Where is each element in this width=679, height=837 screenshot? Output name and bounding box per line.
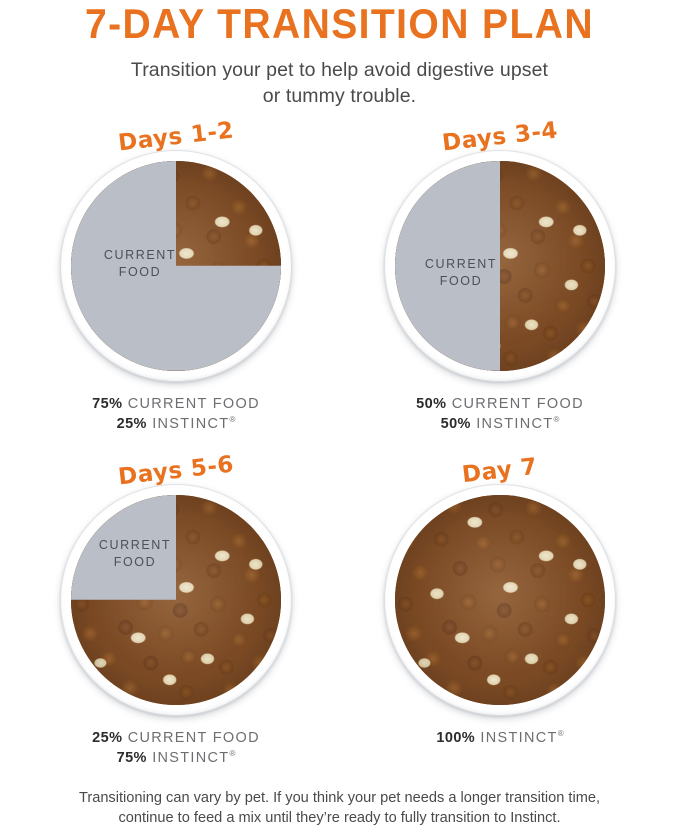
bowl-inner [395, 494, 605, 705]
current-food-percent: 75% [92, 395, 123, 412]
bowl-rim: CURRENT FOOD [384, 149, 616, 382]
registered-trademark-icon: ® [557, 728, 564, 738]
current-food-overlay [395, 160, 500, 371]
caption-instinct-line: 25% INSTINCT® [16, 414, 336, 435]
current-food-percent: 25% [92, 729, 123, 746]
food-bowl: CURRENT FOOD [60, 483, 292, 716]
footer-line-1: Transitioning can vary by pet. If you th… [78, 789, 601, 806]
food-bowl: CURRENT FOOD [60, 149, 292, 382]
instinct-text: INSTINCT [152, 750, 230, 767]
subtitle-line-2: or tummy trouble. [262, 85, 417, 108]
instinct-percent: 100% [436, 729, 476, 746]
footer-note: Transitioning can vary by pet. If you th… [0, 788, 679, 829]
bowl-inner: CURRENT FOOD [71, 160, 281, 371]
step-caption: 25% CURRENT FOOD 75% INSTINCT® [16, 728, 336, 769]
food-bowl: CURRENT FOOD [384, 149, 616, 382]
current-food-text: CURRENT FOOD [451, 395, 584, 412]
registered-trademark-icon: ® [229, 415, 236, 425]
current-food-overlay [71, 494, 176, 600]
instinct-text: INSTINCT [476, 416, 554, 433]
page-subtitle: Transition your pet to help avoid digest… [80, 57, 600, 110]
kibble-instinct-food [395, 494, 605, 705]
instinct-percent: 75% [116, 750, 147, 767]
instinct-percent: 25% [116, 416, 147, 433]
bowl-inner: CURRENT FOOD [71, 494, 281, 705]
transition-step-days-1-2: Days 1-2 CURRENT FOOD 75% CURRENT FOOD 2… [16, 117, 336, 435]
caption-instinct-line: 50% INSTINCT® [340, 414, 660, 435]
caption-current-food-line: 50% CURRENT FOOD [340, 394, 660, 415]
bowl-rim: CURRENT FOOD [60, 149, 292, 382]
step-caption: 50% CURRENT FOOD 50% INSTINCT® [340, 394, 660, 435]
subtitle-line-1: Transition your pet to help avoid digest… [130, 59, 549, 82]
caption-current-food-line: 75% CURRENT FOOD [16, 394, 336, 415]
bowl-rim [384, 483, 616, 716]
bowl-inner: CURRENT FOOD [395, 160, 605, 371]
bowl-rim: CURRENT FOOD [60, 483, 292, 716]
registered-trademark-icon: ® [229, 749, 236, 759]
current-food-text: CURRENT FOOD [127, 395, 260, 412]
kibble-instinct-food [71, 494, 281, 705]
instinct-percent: 50% [440, 416, 471, 433]
caption-instinct-line: 100% INSTINCT® [340, 728, 660, 749]
footer-line-2: continue to feed a mix until they’re rea… [118, 810, 561, 827]
header: 7-DAY TRANSITION PLAN Transition your pe… [0, 0, 679, 110]
step-caption: 75% CURRENT FOOD 25% INSTINCT® [16, 394, 336, 435]
transition-step-days-5-6: Days 5-6 CURRENT FOOD 25% CURRENT FOOD 7… [16, 451, 336, 769]
transition-step-day-7: Day 7 100% INSTINCT® [340, 454, 660, 749]
instinct-text: INSTINCT [152, 416, 230, 433]
caption-current-food-line: 25% CURRENT FOOD [16, 728, 336, 749]
registered-trademark-icon: ® [553, 415, 560, 425]
current-food-text: CURRENT FOOD [127, 729, 260, 746]
page-title: 7-DAY TRANSITION PLAN [85, 0, 594, 47]
food-bowl [384, 483, 616, 716]
instinct-text: INSTINCT [480, 729, 558, 746]
caption-instinct-line: 75% INSTINCT® [16, 748, 336, 769]
current-food-percent: 50% [416, 395, 447, 412]
transition-step-days-3-4: Days 3-4 CURRENT FOOD 50% CURRENT FOOD 5… [340, 117, 660, 435]
step-caption: 100% INSTINCT® [340, 728, 660, 749]
